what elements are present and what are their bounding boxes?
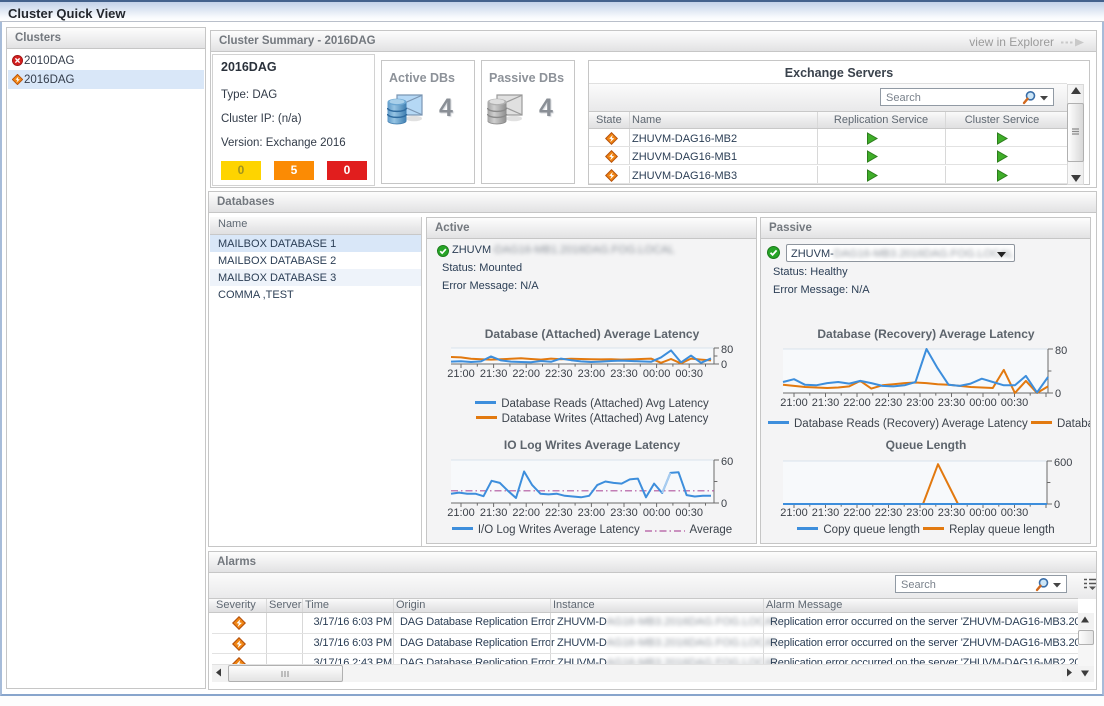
svg-text:00:00: 00:00 [643, 507, 671, 519]
svg-text:0: 0 [1054, 499, 1060, 511]
svg-text:600: 600 [1054, 457, 1072, 469]
svg-text:0: 0 [1055, 388, 1061, 400]
svg-text:21:00: 21:00 [447, 507, 475, 519]
svg-text:23:00: 23:00 [578, 507, 606, 519]
svg-text:60: 60 [721, 456, 733, 468]
svg-text:00:30: 00:30 [675, 507, 703, 519]
svg-text:00:00: 00:00 [969, 507, 997, 518]
svg-text:23:30: 23:30 [610, 507, 638, 519]
svg-text:22:00: 22:00 [512, 368, 540, 380]
svg-text:22:00: 22:00 [843, 507, 871, 518]
svg-text:00:30: 00:30 [1001, 507, 1029, 518]
svg-text:23:30: 23:30 [610, 368, 638, 380]
svg-text:80: 80 [1055, 345, 1067, 357]
svg-text:23:30: 23:30 [938, 507, 966, 518]
svg-text:22:30: 22:30 [545, 507, 573, 519]
svg-text:80: 80 [721, 344, 733, 356]
svg-text:23:00: 23:00 [906, 397, 934, 409]
svg-text:21:30: 21:30 [812, 397, 840, 409]
svg-text:21:00: 21:00 [780, 507, 808, 518]
svg-text:21:30: 21:30 [480, 507, 508, 519]
svg-text:22:30: 22:30 [875, 507, 903, 518]
svg-text:0: 0 [721, 498, 727, 510]
svg-text:0: 0 [721, 359, 727, 371]
svg-text:23:00: 23:00 [906, 507, 934, 518]
svg-text:22:00: 22:00 [843, 397, 871, 409]
svg-text:23:00: 23:00 [578, 368, 606, 380]
svg-text:00:00: 00:00 [969, 397, 997, 409]
svg-text:21:00: 21:00 [780, 397, 808, 409]
svg-text:22:00: 22:00 [512, 507, 540, 519]
svg-text:00:00: 00:00 [643, 368, 671, 380]
svg-text:21:30: 21:30 [480, 368, 508, 380]
svg-text:21:30: 21:30 [812, 507, 840, 518]
svg-text:00:30: 00:30 [675, 368, 703, 380]
svg-text:23:30: 23:30 [938, 397, 966, 409]
svg-text:00:30: 00:30 [1001, 397, 1029, 409]
svg-text:22:30: 22:30 [875, 397, 903, 409]
svg-text:22:30: 22:30 [545, 368, 573, 380]
svg-text:21:00: 21:00 [447, 368, 475, 380]
